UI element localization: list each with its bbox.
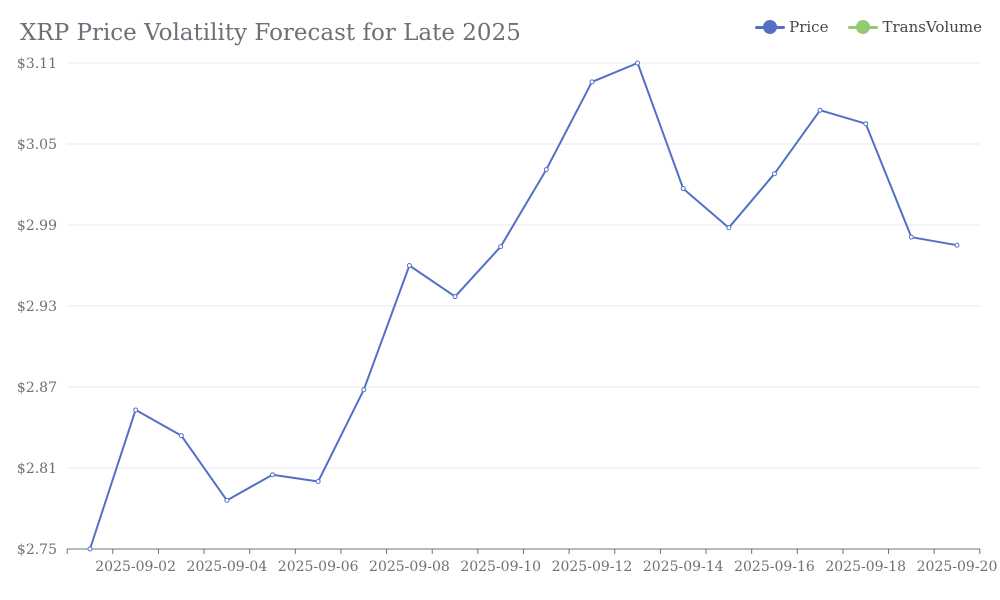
y-tick-label: $3.05 bbox=[17, 137, 57, 153]
legend-item-transvolume[interactable]: TransVolume bbox=[848, 18, 982, 36]
price-point[interactable] bbox=[406, 263, 412, 268]
price-point[interactable] bbox=[178, 433, 184, 439]
x-tick-label: 2025-09-16 bbox=[734, 559, 815, 575]
price-point[interactable] bbox=[635, 60, 641, 66]
price-point[interactable] bbox=[133, 407, 139, 413]
price-point[interactable] bbox=[87, 546, 93, 552]
price-point[interactable] bbox=[224, 497, 230, 503]
x-axis: 2025-09-02 2025-09-04 2025-09-06 2025-09-08… bbox=[66, 548, 998, 575]
y-tick-label: $2.75 bbox=[17, 542, 57, 558]
price-point[interactable] bbox=[315, 479, 321, 484]
price-point[interactable] bbox=[863, 121, 869, 127]
legend-transvolume-label: TransVolume bbox=[882, 18, 982, 36]
legend-price-label: Price bbox=[789, 18, 829, 36]
price-point[interactable] bbox=[361, 387, 367, 393]
price-point[interactable] bbox=[543, 167, 549, 173]
grid-lines bbox=[67, 62, 980, 469]
price-point[interactable] bbox=[726, 225, 732, 231]
series-points bbox=[87, 60, 960, 552]
y-tick-label: $3.11 bbox=[17, 56, 57, 72]
series-price-line bbox=[89, 62, 958, 550]
price-point[interactable] bbox=[498, 244, 504, 250]
chart-title: XRP Price Volatility Forecast for Late 2… bbox=[20, 20, 521, 46]
y-tick-label: $2.99 bbox=[17, 218, 57, 234]
price-point[interactable] bbox=[680, 186, 686, 192]
legend-transvolume-marker-icon bbox=[848, 20, 879, 34]
price-point[interactable] bbox=[452, 294, 458, 300]
price-point[interactable] bbox=[270, 472, 276, 478]
x-tick-label: 2025-09-14 bbox=[643, 559, 724, 575]
x-tick-label: 2025-09-06 bbox=[278, 559, 359, 575]
legend: Price TransVolume bbox=[755, 18, 982, 36]
price-point[interactable] bbox=[817, 107, 823, 113]
y-tick-label: $2.87 bbox=[17, 380, 57, 396]
legend-item-price[interactable]: Price bbox=[755, 18, 828, 36]
y-tick-label: $2.93 bbox=[17, 299, 57, 315]
price-point[interactable] bbox=[954, 242, 960, 248]
x-tick-label: 2025-09-18 bbox=[825, 559, 906, 575]
price-point[interactable] bbox=[771, 171, 777, 177]
x-tick-label: 2025-09-02 bbox=[95, 559, 176, 575]
x-tick-label: 2025-09-04 bbox=[187, 559, 268, 575]
y-axis: $2.75 $2.81 $2.87 $2.93 $2.99 $3.05 $3.11 bbox=[17, 56, 57, 558]
price-point[interactable] bbox=[908, 234, 914, 240]
y-tick-label: $2.81 bbox=[17, 461, 57, 477]
x-tick-label: 2025-09-08 bbox=[369, 559, 450, 575]
legend-price-marker-icon bbox=[755, 20, 786, 34]
x-tick-label: 2025-09-10 bbox=[460, 559, 541, 575]
series-lines bbox=[89, 62, 958, 550]
price-point[interactable] bbox=[589, 79, 595, 85]
x-tick-label: 2025-09-20 bbox=[917, 559, 998, 575]
x-tick-label: 2025-09-12 bbox=[552, 559, 633, 575]
